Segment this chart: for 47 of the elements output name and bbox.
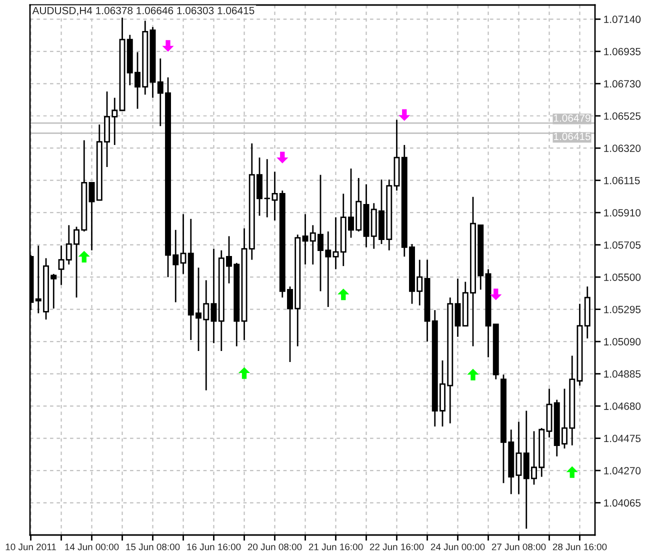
y-tick-label: 1.06525	[604, 112, 641, 120]
point	[467, 368, 479, 380]
x-tick-label: 16 Jun 16:00	[187, 544, 241, 550]
y-tick-label: 1.04270	[604, 467, 641, 474]
x-tick-label: 21 Jun 16:00	[308, 544, 363, 550]
point	[162, 40, 174, 52]
candlestick	[180, 213, 186, 275]
x-tick-label: 15 Jun 08:00	[126, 544, 180, 550]
y-tick-label: 1.05295	[604, 306, 641, 314]
ref-line-label: 1.06415	[554, 132, 590, 140]
point	[490, 288, 502, 300]
y-tick-label: 1.06115	[604, 176, 640, 184]
point	[566, 466, 578, 478]
y-tick-label: 1.04885	[604, 370, 641, 378]
ref-line-label: 1.06479	[554, 114, 590, 122]
y-tick-label: 1.04065	[604, 499, 641, 507]
candlestick	[302, 213, 308, 266]
y-tick-label: 1.04475	[604, 434, 641, 442]
candlestick	[88, 182, 95, 252]
candlestick	[332, 216, 339, 270]
x-tick-label: 20 Jun 08:00	[248, 544, 302, 550]
y-tick-label: 1.07140	[604, 16, 641, 24]
candlestick	[210, 248, 217, 344]
candlestick	[516, 421, 522, 495]
chart-title: AUDUSD,H4 1.06378 1.06646 1.06303 1.06415	[32, 6, 254, 16]
y-tick-label: 1.05500	[604, 274, 641, 281]
candlestick	[58, 244, 64, 286]
y-tick-label: 1.06730	[604, 80, 641, 88]
x-tick-label: 28 Jun 16:00	[552, 544, 607, 550]
point	[338, 288, 350, 300]
y-tick-label: 1.05705	[604, 241, 641, 249]
point	[78, 250, 90, 262]
y-tick-label: 1.05090	[604, 338, 641, 346]
x-tick-label: 22 Jun 16:00	[370, 544, 424, 550]
x-tick-label: 10 Jun 2011	[6, 544, 56, 550]
x-tick-label: 27 Jun 08:00	[492, 544, 546, 550]
y-tick-label: 1.05910	[604, 209, 641, 216]
point	[398, 109, 410, 121]
y-tick-label: 1.04680	[604, 402, 641, 410]
candlestick	[272, 171, 278, 222]
point	[238, 367, 250, 379]
y-tick-label: 1.06320	[604, 144, 641, 152]
candlestick	[454, 278, 461, 338]
x-tick-label: 14 Jun 00:00	[65, 544, 119, 550]
y-tick-label: 1.06935	[604, 48, 641, 56]
point	[276, 152, 288, 164]
x-tick-label: 24 Jun 00:00	[430, 544, 485, 550]
